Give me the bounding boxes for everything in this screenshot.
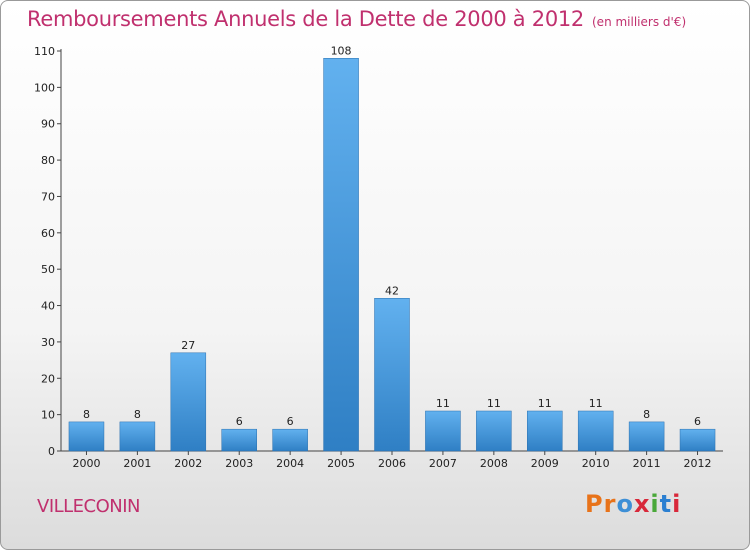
y-tick-label: 60 xyxy=(41,227,55,240)
x-tick-label-2000: 2000 xyxy=(72,457,100,470)
bar-2010 xyxy=(577,410,614,452)
x-tick-label-2008: 2008 xyxy=(480,457,508,470)
bar-2006 xyxy=(374,298,410,452)
value-label-2008: 11 xyxy=(487,397,501,410)
proxiti-logo: Proxiti xyxy=(585,490,681,518)
y-tick-label: 50 xyxy=(41,263,55,276)
chart-subtitle: (en milliers d'€) xyxy=(592,15,687,29)
y-tick-label: 40 xyxy=(41,300,55,313)
value-label-2004: 6 xyxy=(287,415,294,428)
value-label-2007: 11 xyxy=(436,397,450,410)
chart-title: Remboursements Annuels de la Dette de 20… xyxy=(27,7,686,31)
x-tick-label-2005: 2005 xyxy=(327,457,355,470)
x-tick-label-2010: 2010 xyxy=(582,457,610,470)
bar-2004 xyxy=(272,428,308,452)
chart-title-text: Remboursements Annuels de la Dette de 20… xyxy=(27,7,584,31)
bar-2012 xyxy=(679,428,716,452)
y-tick-label: 0 xyxy=(48,445,55,458)
logo-letter: i xyxy=(672,490,682,518)
bar-2003 xyxy=(221,428,257,452)
bar-2011 xyxy=(628,421,665,452)
y-tick-label: 80 xyxy=(41,154,55,167)
value-label-2011: 8 xyxy=(643,408,650,421)
bar-2000 xyxy=(68,421,105,452)
value-label-2012: 6 xyxy=(694,415,701,428)
value-label-2010: 11 xyxy=(589,397,603,410)
x-tick-label-2006: 2006 xyxy=(378,457,406,470)
logo-letter: t xyxy=(659,490,673,518)
bar-2001 xyxy=(119,421,156,452)
bar-2005 xyxy=(323,58,359,452)
value-label-2001: 8 xyxy=(134,408,141,421)
x-tick-label-2009: 2009 xyxy=(531,457,559,470)
y-tick-label: 10 xyxy=(41,409,55,422)
x-tick-label-2001: 2001 xyxy=(123,457,151,470)
x-tick-label-2012: 2012 xyxy=(684,457,712,470)
commune-name: VILLECONIN xyxy=(37,496,141,517)
logo-letter: P xyxy=(585,490,604,518)
x-tick-label-2003: 2003 xyxy=(225,457,253,470)
x-tick-label-2002: 2002 xyxy=(174,457,202,470)
value-label-2005: 108 xyxy=(331,44,352,57)
logo-letter: r xyxy=(603,490,617,518)
x-tick-label-2011: 2011 xyxy=(633,457,661,470)
value-label-2009: 11 xyxy=(538,397,552,410)
logo-letter: x xyxy=(633,490,651,518)
y-tick-label: 20 xyxy=(41,372,55,385)
value-label-2000: 8 xyxy=(83,408,90,421)
value-label-2002: 27 xyxy=(181,339,195,352)
bar-2009 xyxy=(527,410,563,452)
y-tick-label: 30 xyxy=(41,336,55,349)
value-label-2006: 42 xyxy=(385,284,399,297)
bar-2007 xyxy=(425,410,461,452)
y-tick-label: 110 xyxy=(34,45,55,58)
x-tick-label-2004: 2004 xyxy=(276,457,304,470)
y-tick-label: 70 xyxy=(41,190,55,203)
x-tick-label-2007: 2007 xyxy=(429,457,457,470)
bar-2002 xyxy=(170,352,207,452)
y-tick-label: 100 xyxy=(34,81,55,94)
logo-letter: i xyxy=(650,490,660,518)
y-tick-label: 90 xyxy=(41,118,55,131)
value-label-2003: 6 xyxy=(236,415,243,428)
logo-letter: o xyxy=(616,490,634,518)
bar-2008 xyxy=(476,410,512,452)
